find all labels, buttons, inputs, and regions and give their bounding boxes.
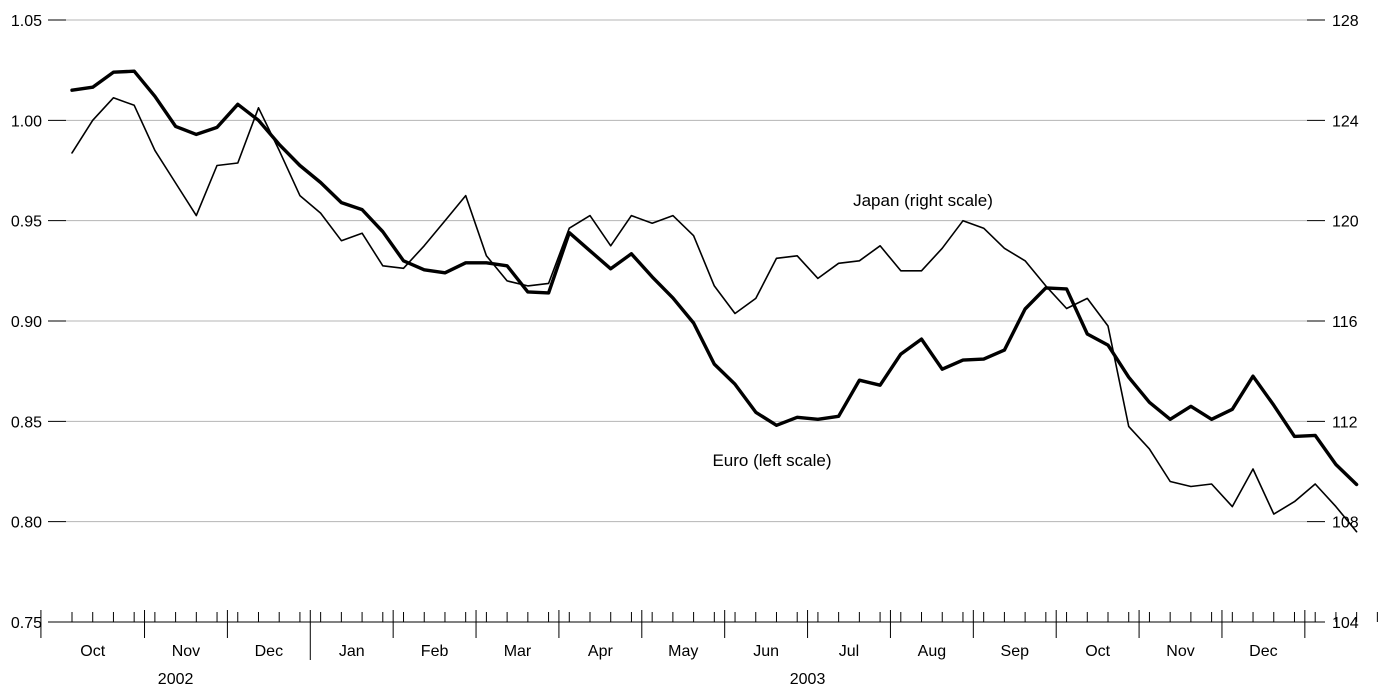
x-year-label: 2002: [158, 671, 194, 687]
x-month-label: Jun: [753, 643, 779, 660]
euro-series-line: [70, 69, 1359, 487]
x-month-label: May: [668, 643, 698, 660]
x-month-label: Aug: [918, 643, 946, 660]
series-group: [70, 69, 1359, 533]
x-month-label: Feb: [421, 643, 449, 660]
annotations: Japan (right scale) Euro (left scale): [712, 191, 992, 470]
x-month-label: Apr: [588, 643, 614, 660]
y-right-tick-label: 124: [1332, 113, 1359, 130]
y-right-tick-label: 116: [1332, 314, 1358, 331]
x-month-label: Dec: [255, 643, 283, 660]
x-month-label: Oct: [80, 643, 105, 660]
y-right-tick-label: 128: [1332, 13, 1359, 30]
x-month-label: Sep: [1001, 643, 1030, 660]
y-left-tick-label: 0.90: [11, 314, 42, 331]
y-right-tick-label: 104: [1332, 615, 1359, 632]
y-left-tick-label: 0.95: [11, 214, 42, 231]
x-month-label: Nov: [1166, 643, 1194, 660]
y-left-tick-label: 1.05: [11, 13, 42, 30]
x-axis: Oct Nov Dec Jan Feb Mar Apr May Jun Jul Aug Sep Oct N…: [40, 610, 1378, 687]
japan-series-line: [71, 97, 1358, 533]
series-annotation: Japan (right scale): [853, 191, 993, 210]
x-month-label: Nov: [172, 643, 200, 660]
x-month-label: Dec: [1249, 643, 1277, 660]
x-month-label: Oct: [1085, 643, 1110, 660]
x-month-label: Jan: [339, 643, 365, 660]
y-left-tick-label: 0.80: [11, 515, 42, 532]
y-left-tick-label: 1.00: [11, 113, 42, 130]
x-month-label: Mar: [504, 643, 532, 660]
series-annotation: Euro (left scale): [712, 451, 831, 470]
y-right-tick-label: 120: [1332, 214, 1359, 231]
y-left-tick-label: 0.85: [11, 414, 42, 431]
x-year-label: 2003: [790, 671, 826, 687]
y-left-tick-label: 0.75: [11, 615, 42, 632]
y-axis-left: 0.75 0.80 0.85 0.90 0.95 1.00 1.05: [11, 13, 66, 632]
x-month-label: Jul: [839, 643, 859, 660]
y-right-tick-label: 112: [1332, 414, 1358, 431]
grid-lines: [66, 19, 1307, 523]
